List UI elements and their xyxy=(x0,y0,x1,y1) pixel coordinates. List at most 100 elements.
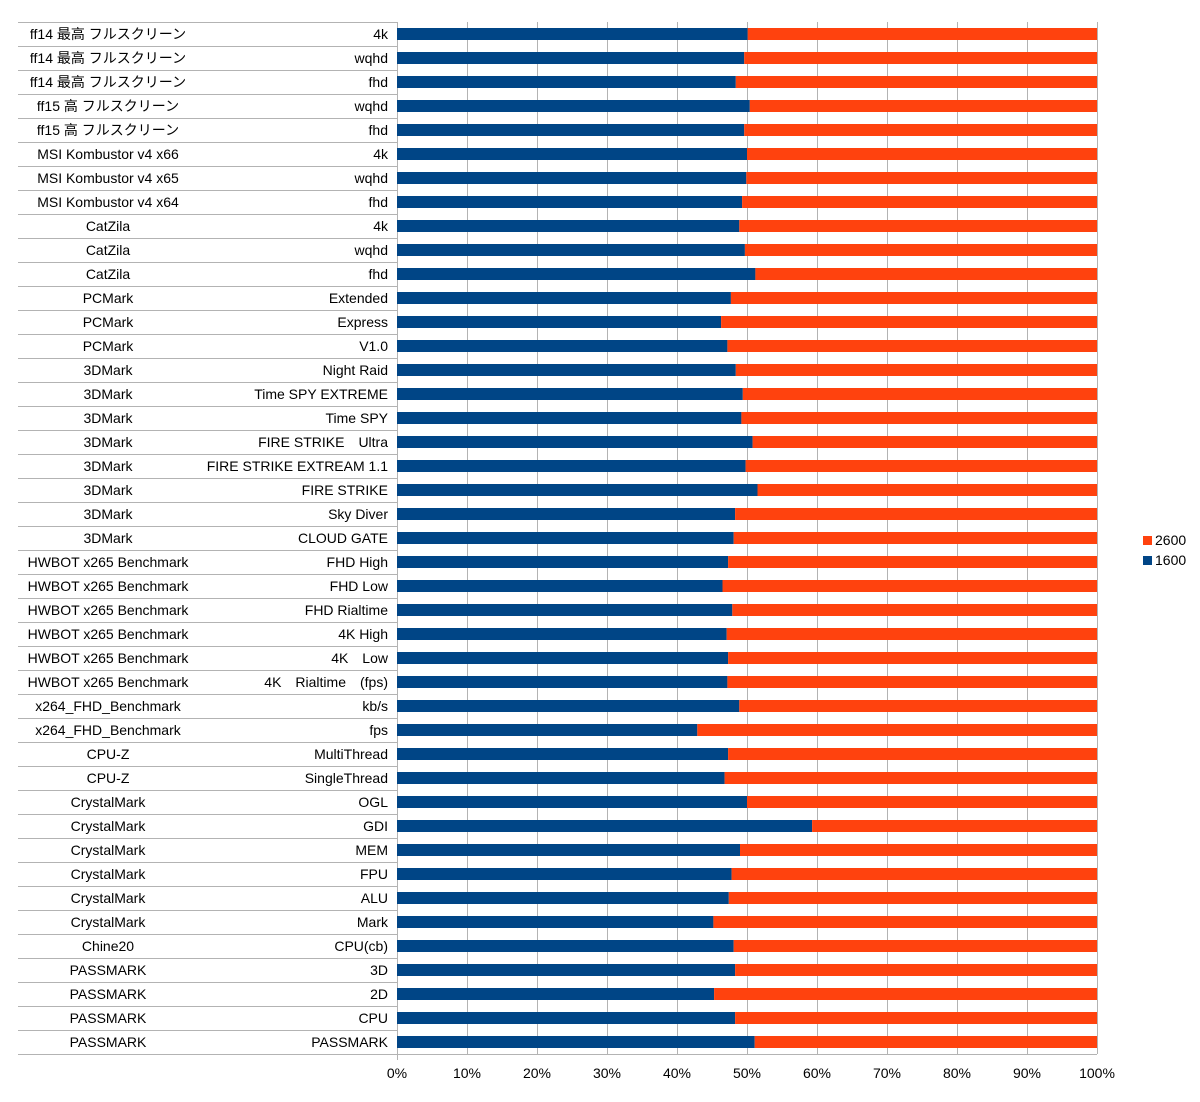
bar-segment-2600 xyxy=(727,676,1097,688)
category-group-label: x264_FHD_Benchmark xyxy=(35,722,182,738)
bar-segment-1600 xyxy=(397,628,727,640)
bar-segment-1600 xyxy=(397,964,736,976)
category-sub-label: Sky Diver xyxy=(328,506,388,522)
category-group-label: HWBOT x265 Benchmark xyxy=(28,650,190,666)
bar-segment-1600 xyxy=(397,508,736,520)
category-group-label: 3DMark xyxy=(83,362,133,378)
category-sub-label: FPU xyxy=(360,866,388,882)
bar-segment-2600 xyxy=(746,172,1097,184)
x-tick-label: 40% xyxy=(663,1065,691,1081)
x-tick-label: 0% xyxy=(387,1065,407,1081)
category-group-label: CrystalMark xyxy=(71,842,147,858)
bar-segment-2600 xyxy=(741,412,1097,424)
category-group-label: PCMark xyxy=(83,290,135,306)
bar-segment-2600 xyxy=(722,580,1097,592)
x-tick-label: 10% xyxy=(453,1065,481,1081)
category-sub-label: PASSMARK xyxy=(311,1034,388,1050)
bar-segment-2600 xyxy=(727,340,1097,352)
category-group-label: CatZila xyxy=(86,266,131,282)
bar-segment-1600 xyxy=(397,196,743,208)
category-group-label: HWBOT x265 Benchmark xyxy=(28,578,190,594)
bar-segment-1600 xyxy=(397,820,813,832)
bar-segment-2600 xyxy=(735,76,1097,88)
bar-segment-1600 xyxy=(397,772,725,784)
category-group-label: PASSMARK xyxy=(70,986,147,1002)
bar-segment-1600 xyxy=(397,220,740,232)
category-sub-label: 4K High xyxy=(338,626,388,642)
bar-segment-1600 xyxy=(397,340,728,352)
category-group-label: CrystalMark xyxy=(71,866,147,882)
legend-label: 1600 xyxy=(1155,552,1186,568)
bar-segment-1600 xyxy=(397,916,714,928)
category-sub-label: wqhd xyxy=(354,50,388,66)
bar-segment-1600 xyxy=(397,316,722,328)
bar-segment-2600 xyxy=(697,724,1097,736)
bar-segment-1600 xyxy=(397,100,750,112)
category-group-label: ff14 最高 フルスクリーン xyxy=(30,26,186,42)
category-group-label: CatZila xyxy=(86,242,131,258)
category-sub-label: Time SPY xyxy=(326,410,389,426)
bar-segment-2600 xyxy=(713,916,1097,928)
category-sub-label: CLOUD GATE xyxy=(298,530,388,546)
bar-segment-1600 xyxy=(397,532,734,544)
bar-segment-1600 xyxy=(397,172,747,184)
category-sub-label: fps xyxy=(369,722,388,738)
bar-segment-1600 xyxy=(397,244,745,256)
category-sub-label: V1.0 xyxy=(359,338,388,354)
bar-segment-1600 xyxy=(397,124,745,136)
bar-segment-2600 xyxy=(732,604,1097,616)
category-group-label: PCMark xyxy=(83,338,135,354)
category-group-label: PASSMARK xyxy=(70,962,147,978)
bar-segment-2600 xyxy=(739,700,1097,712)
bar-segment-2600 xyxy=(812,820,1097,832)
x-tick-label: 90% xyxy=(1013,1065,1041,1081)
category-sub-label: FIRE STRIKE xyxy=(302,482,388,498)
bar-segment-2600 xyxy=(733,940,1097,952)
category-sub-label: FHD Rialtime xyxy=(305,602,388,618)
bar-segment-1600 xyxy=(397,28,748,40)
category-group-label: PASSMARK xyxy=(70,1010,147,1026)
bar-segment-1600 xyxy=(397,652,729,664)
category-sub-label: Time SPY EXTREME xyxy=(254,386,388,402)
bar-segment-1600 xyxy=(397,364,736,376)
category-group-label: 3DMark xyxy=(83,506,133,522)
category-sub-label: OGL xyxy=(358,794,388,810)
category-group-label: CrystalMark xyxy=(71,890,147,906)
category-sub-label: ALU xyxy=(361,890,388,906)
category-group-label: CatZila xyxy=(86,218,131,234)
bar-segment-2600 xyxy=(721,316,1097,328)
category-group-label: 3DMark xyxy=(83,482,133,498)
category-group-label: 3DMark xyxy=(83,434,133,450)
category-sub-label: 4k xyxy=(373,218,389,234)
category-sub-label: MultiThread xyxy=(314,746,388,762)
bar-segment-1600 xyxy=(397,292,731,304)
category-sub-label: 2D xyxy=(370,986,388,1002)
bar-segment-2600 xyxy=(740,844,1097,856)
category-group-label: PASSMARK xyxy=(70,1034,147,1050)
category-sub-label: Mark xyxy=(357,914,389,930)
category-group-label: ff15 高 フルスクリーン xyxy=(37,122,179,138)
category-sub-label: 3D xyxy=(370,962,388,978)
category-group-label: CrystalMark xyxy=(71,818,147,834)
bar-segment-2600 xyxy=(747,148,1097,160)
bar-segment-1600 xyxy=(397,268,756,280)
category-sub-label: 4k xyxy=(373,26,389,42)
category-sub-label: wqhd xyxy=(354,242,388,258)
category-sub-label: 4K Low xyxy=(331,650,389,666)
bar-segment-1600 xyxy=(397,892,729,904)
bar-segment-2600 xyxy=(755,268,1097,280)
x-tick-label: 70% xyxy=(873,1065,901,1081)
bar-segment-2600 xyxy=(752,436,1097,448)
category-group-label: ff15 高 フルスクリーン xyxy=(37,98,179,114)
category-group-label: HWBOT x265 Benchmark xyxy=(28,602,190,618)
bar-segment-1600 xyxy=(397,412,742,424)
bar-segment-2600 xyxy=(726,628,1097,640)
category-sub-label: CPU(cb) xyxy=(334,938,388,954)
category-sub-label: fhd xyxy=(369,122,388,138)
bar-segment-1600 xyxy=(397,604,733,616)
bar-segment-2600 xyxy=(747,796,1097,808)
category-sub-label: fhd xyxy=(369,266,388,282)
legend-label: 2600 xyxy=(1155,532,1186,548)
x-tick-label: 60% xyxy=(803,1065,831,1081)
